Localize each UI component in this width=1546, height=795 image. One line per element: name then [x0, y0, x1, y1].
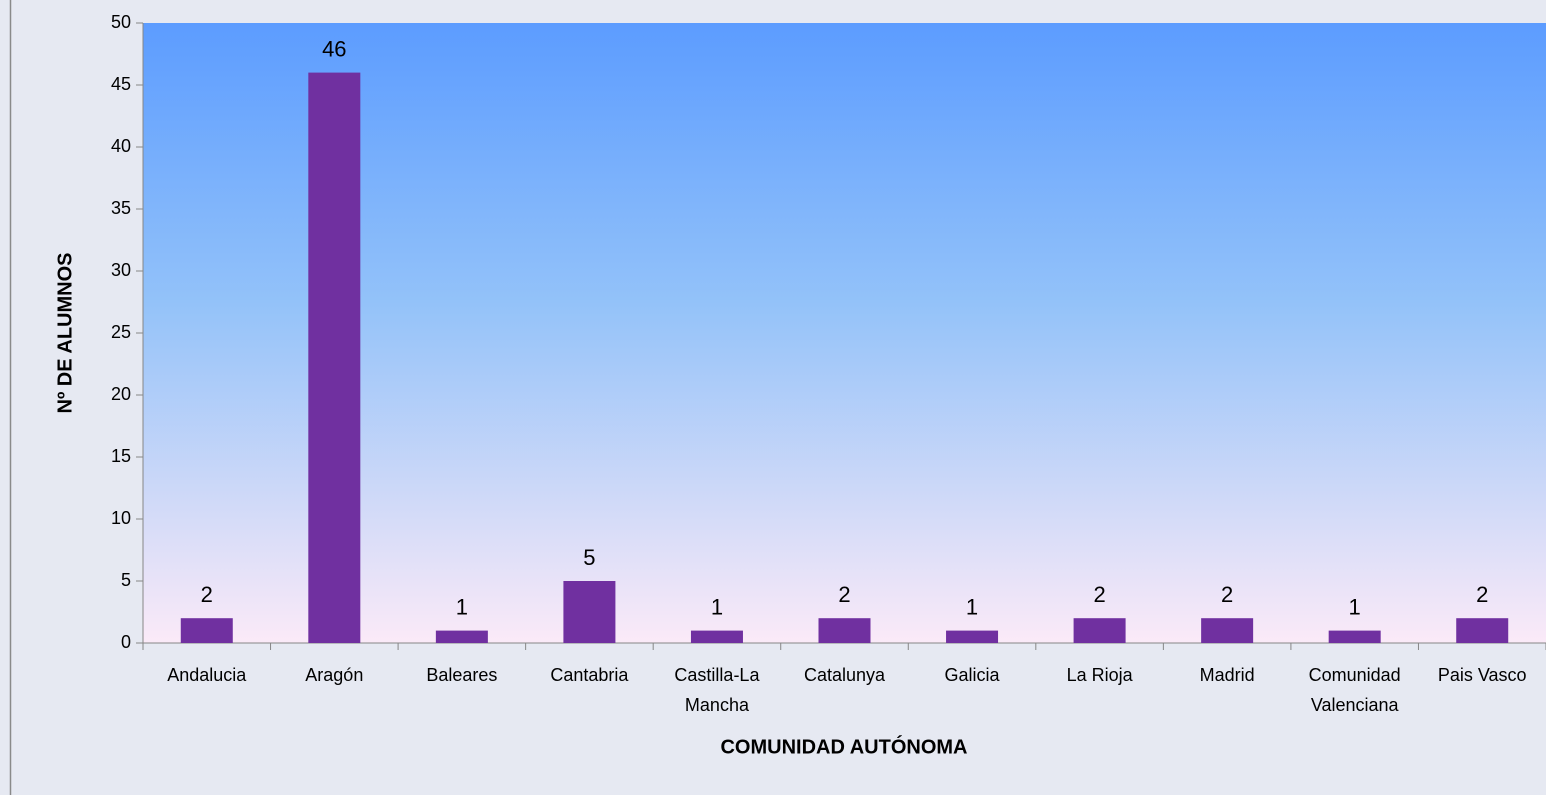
value-label: 1	[456, 594, 468, 619]
x-axis-title: COMUNIDAD AUTÓNOMA	[720, 734, 967, 758]
y-tick-label: 30	[111, 260, 131, 280]
value-label: 5	[583, 545, 595, 570]
bar	[308, 72, 361, 644]
x-tick-label: Comunidad Valenciana	[1309, 665, 1401, 715]
x-tick-label: Castilla-La Mancha	[674, 665, 760, 715]
y-tick-label: 5	[121, 570, 131, 590]
y-tick-label: 0	[121, 632, 131, 652]
y-tick-label: 15	[111, 446, 131, 466]
bar	[946, 630, 999, 643]
value-label: 2	[1476, 582, 1488, 607]
y-tick-label: 25	[111, 322, 131, 342]
x-tick-label: Andalucia	[167, 665, 247, 685]
x-tick-label-line: Comunidad	[1309, 665, 1401, 685]
bar	[1456, 618, 1509, 643]
bar	[818, 618, 871, 643]
value-label: 2	[1093, 582, 1105, 607]
y-tick-label: 40	[111, 136, 131, 156]
y-axis-title: Nº DE ALUMNOS	[54, 252, 76, 413]
bar	[1073, 618, 1126, 643]
y-tick-label: 35	[111, 198, 131, 218]
x-tick-label: Cantabria	[550, 665, 629, 685]
x-tick-label-line: Valenciana	[1311, 695, 1400, 715]
value-label: 2	[1221, 582, 1233, 607]
y-tick-label: 50	[111, 12, 131, 32]
x-tick-label: Baleares	[426, 665, 497, 685]
bar	[1328, 630, 1381, 643]
plot-area	[143, 23, 1546, 643]
x-tick-label: Aragón	[305, 665, 363, 685]
value-label: 1	[1349, 594, 1361, 619]
x-tick-label-line: Castilla-La	[674, 665, 760, 685]
value-label: 2	[201, 582, 213, 607]
bar	[180, 618, 233, 643]
y-tick-label: 45	[111, 74, 131, 94]
value-label: 46	[322, 36, 346, 61]
value-label: 2	[838, 582, 850, 607]
x-tick-label: Madrid	[1200, 665, 1255, 685]
bar	[435, 630, 488, 643]
y-tick-label: 10	[111, 508, 131, 528]
bar	[1201, 618, 1254, 643]
x-tick-label: Galicia	[945, 665, 1001, 685]
bar	[690, 630, 743, 643]
x-tick-label: Catalunya	[804, 665, 886, 685]
bar	[563, 581, 616, 643]
x-tick-label-line: Mancha	[685, 695, 750, 715]
y-tick-label: 20	[111, 384, 131, 404]
value-label: 1	[711, 594, 723, 619]
x-tick-label: Pais Vasco	[1438, 665, 1527, 685]
value-label: 1	[966, 594, 978, 619]
x-tick-label: La Rioja	[1067, 665, 1134, 685]
